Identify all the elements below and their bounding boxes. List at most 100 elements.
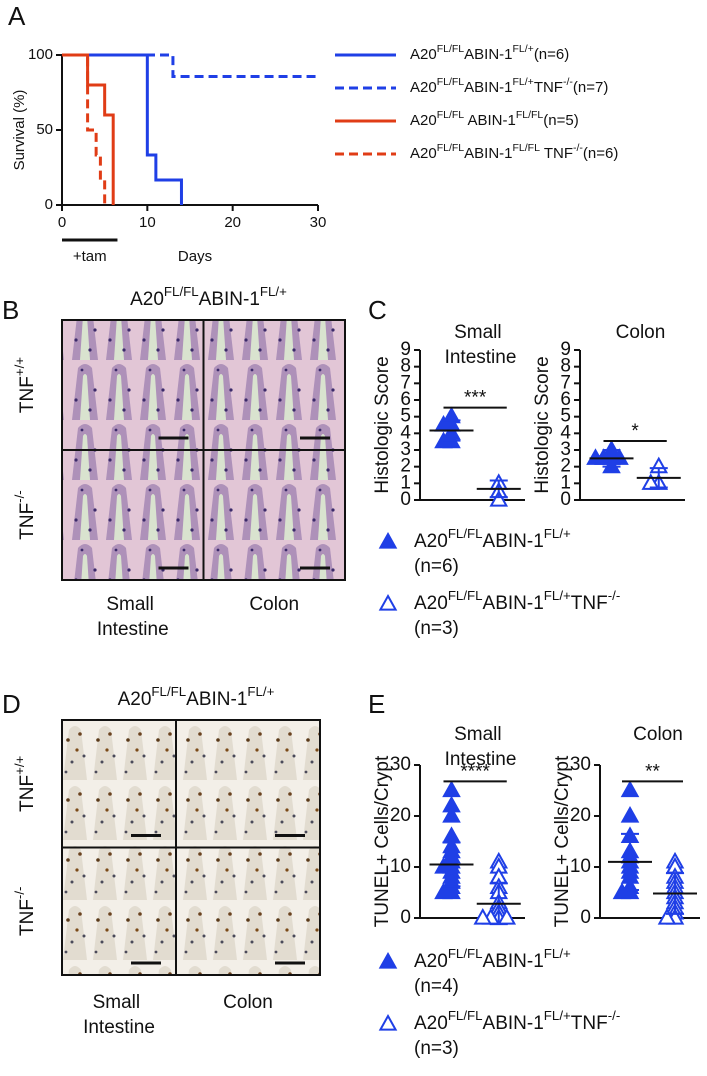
y-tick-label: 30 — [390, 754, 411, 775]
legend-label: A20FL/FLABIN-1FL/+(n=6) — [410, 43, 569, 63]
x-tick-label: 10 — [139, 214, 156, 231]
survival-line — [62, 53, 318, 78]
x-tick-label: 30 — [310, 214, 327, 231]
y-tick-label: 20 — [390, 805, 411, 826]
row-label: TNF+/+ — [12, 755, 38, 811]
y-tick-label: 9 — [400, 339, 411, 360]
data-point — [641, 473, 661, 490]
significance-label: *** — [464, 388, 487, 409]
x-tick-label: 20 — [224, 214, 241, 231]
legend-label: A20FL/FLABIN-1FL/FL TNF-/-(n=6) — [410, 142, 618, 162]
y-tick-label: 50 — [36, 121, 53, 138]
y-tick-label: 100 — [28, 46, 53, 63]
y-axis-label: TUNEL+ Cells/Crypt — [552, 755, 573, 927]
data-point — [442, 780, 461, 798]
y-tick-label: 5 — [400, 406, 411, 427]
y-tick-label: 1 — [560, 472, 571, 493]
column-label: Colon — [249, 594, 299, 615]
data-point — [620, 780, 640, 798]
data-point — [657, 907, 677, 925]
y-axis-label: Histologic Score — [532, 356, 553, 493]
y-tick-label: 4 — [560, 422, 571, 443]
plot-title: Colon — [633, 724, 683, 745]
x-tick-label: 0 — [58, 214, 66, 231]
significance-label: * — [631, 421, 639, 442]
legend-label: A20FL/FL ABIN-1FL/FL(n=5) — [410, 109, 579, 129]
data-point — [620, 805, 640, 823]
micrograph — [61, 319, 205, 451]
y-tick-label: 3 — [560, 439, 571, 460]
y-tick-label: 8 — [560, 356, 571, 377]
y-tick-label: 8 — [400, 356, 411, 377]
column-label: Colon — [223, 992, 273, 1013]
micrograph — [202, 319, 346, 451]
y-axis-label: TUNEL+ Cells/Crypt — [372, 755, 393, 927]
panel-letter: B — [2, 295, 19, 325]
column-label: Small Intestine — [97, 594, 169, 640]
panel-title: A20FL/FLABIN-1FL/+ — [130, 284, 287, 310]
y-axis-label: Survival (%) — [11, 90, 28, 171]
data-point — [586, 448, 605, 465]
y-axis-label: Histologic Score — [372, 356, 393, 493]
y-tick-label: 6 — [560, 389, 571, 410]
y-tick-label: 20 — [570, 805, 591, 826]
plot-title: Small Intestine — [445, 724, 517, 770]
micrograph — [202, 449, 346, 581]
data-point — [473, 907, 493, 925]
panel-letter: A — [8, 1, 26, 31]
y-tick-label: 3 — [400, 439, 411, 460]
significance-label: ** — [645, 761, 660, 782]
panel-title: A20FL/FLABIN-1FL/+ — [118, 684, 275, 710]
data-point — [489, 489, 509, 507]
y-tick-label: 4 — [400, 422, 411, 443]
data-point — [434, 856, 453, 874]
y-tick-label: 6 — [400, 389, 411, 410]
y-tick-label: 0 — [45, 196, 53, 213]
survival-line — [62, 53, 115, 205]
legend-label: A20FL/FLABIN-1FL/+ (n=6) — [414, 526, 576, 577]
micrograph — [175, 846, 321, 976]
legend-marker — [378, 1013, 398, 1031]
y-tick-label: 5 — [560, 406, 571, 427]
panel-letter: D — [2, 689, 21, 719]
row-label: TNF-/- — [12, 887, 38, 937]
y-tick-label: 9 — [560, 339, 571, 360]
legend-marker — [378, 593, 398, 611]
legend-label: A20FL/FLABIN-1FL/+TNF-/- (n=3) — [414, 588, 626, 639]
legend-label: A20FL/FLABIN-1FL/+ (n=4) — [414, 946, 576, 997]
survival-line — [62, 53, 183, 205]
column-label: Small Intestine — [83, 992, 155, 1038]
micrograph — [61, 719, 177, 849]
row-label: TNF-/- — [12, 490, 38, 540]
legend-label: A20FL/FLABIN-1FL/+TNF-/-(n=7) — [410, 76, 608, 96]
y-tick-label: 10 — [390, 856, 411, 877]
y-tick-label: 0 — [580, 907, 591, 928]
row-label: TNF+/+ — [12, 357, 38, 413]
y-tick-label: 0 — [400, 907, 411, 928]
y-tick-label: 0 — [400, 489, 411, 510]
plot-title: Small Intestine — [445, 322, 517, 368]
legend-marker — [378, 531, 398, 549]
data-point — [612, 882, 632, 900]
micrograph — [61, 846, 177, 976]
y-tick-label: 10 — [570, 856, 591, 877]
survival-line — [62, 53, 107, 205]
y-tick-label: 7 — [560, 372, 571, 393]
y-tick-label: 2 — [400, 456, 411, 477]
x-axis-label: Days — [178, 248, 212, 265]
legend-label: A20FL/FLABIN-1FL/+TNF-/- (n=3) — [414, 1008, 626, 1059]
y-tick-label: 1 — [400, 472, 411, 493]
y-tick-label: 30 — [570, 754, 591, 775]
panel-letter: C — [368, 295, 387, 325]
y-tick-label: 2 — [560, 456, 571, 477]
legend-marker — [378, 951, 398, 969]
plot-title: Colon — [616, 322, 666, 343]
data-point — [434, 882, 453, 900]
y-tick-label: 7 — [400, 372, 411, 393]
y-tick-label: 0 — [560, 489, 571, 510]
annotation: +tam — [73, 248, 107, 265]
data-point — [442, 805, 461, 823]
panel-letter: E — [368, 689, 385, 719]
significance-label: **** — [460, 761, 490, 782]
